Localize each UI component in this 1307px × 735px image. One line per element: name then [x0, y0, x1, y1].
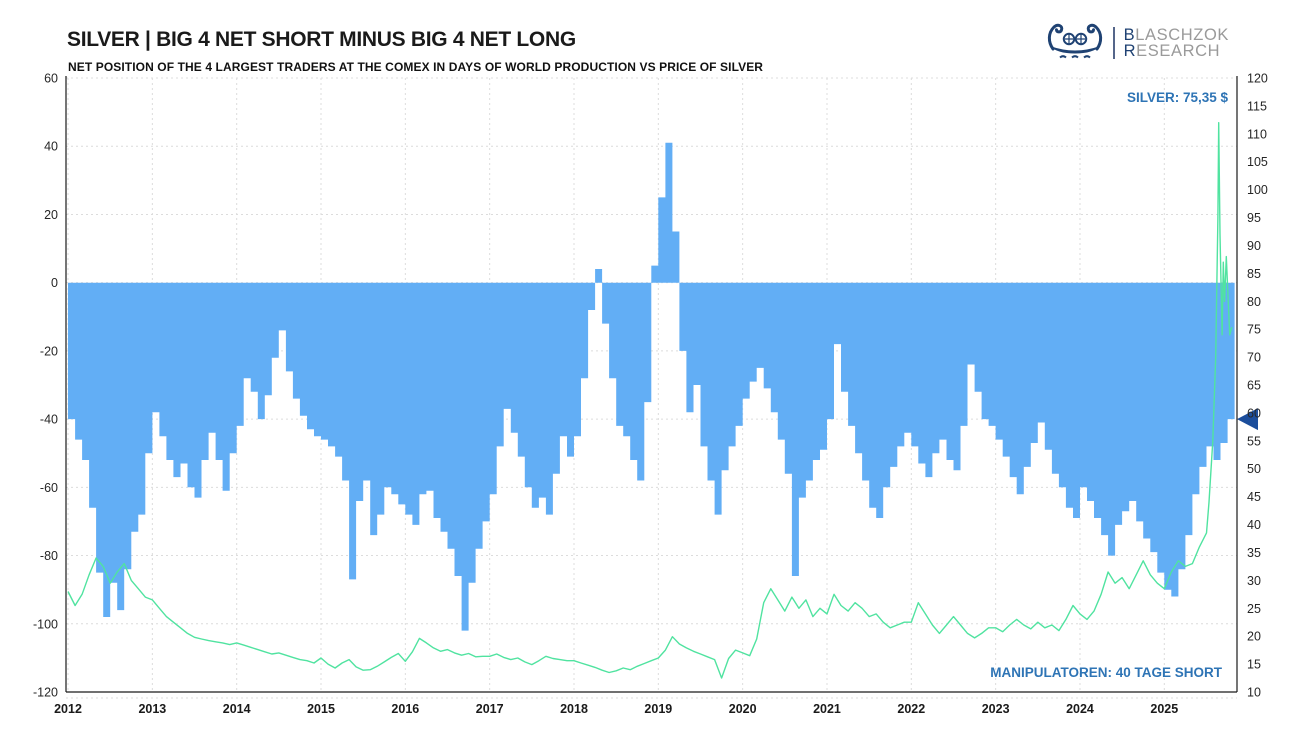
manipulators-annotation: MANIPULATOREN: 40 TAGE SHORT — [990, 665, 1222, 680]
svg-text:-80: -80 — [40, 549, 58, 563]
svg-text:2019: 2019 — [644, 702, 672, 716]
svg-text:25: 25 — [1247, 602, 1261, 616]
logo-letter-r: R — [1123, 41, 1137, 60]
svg-text:2022: 2022 — [897, 702, 925, 716]
svg-text:115: 115 — [1247, 99, 1267, 113]
left-axis-tick-labels: 60 40 20 0 -20 -40 -60 -80 -100 -120 — [33, 72, 58, 700]
svg-text:30: 30 — [1247, 574, 1261, 588]
svg-text:45: 45 — [1247, 490, 1261, 504]
viking-ship-logo-icon — [1046, 20, 1104, 65]
svg-text:120: 120 — [1247, 72, 1268, 86]
svg-text:2025: 2025 — [1150, 702, 1178, 716]
svg-text:85: 85 — [1247, 267, 1261, 281]
svg-text:70: 70 — [1247, 351, 1261, 365]
svg-text:15: 15 — [1247, 658, 1261, 672]
logo-wordmark: BLASCHZOK RESEARCH — [1123, 25, 1229, 60]
logo-divider — [1112, 26, 1115, 59]
svg-text:2013: 2013 — [138, 702, 166, 716]
svg-text:40: 40 — [44, 140, 58, 154]
svg-text:-100: -100 — [33, 617, 58, 631]
svg-text:100: 100 — [1247, 183, 1268, 197]
svg-text:95: 95 — [1247, 211, 1261, 225]
svg-text:2017: 2017 — [476, 702, 504, 716]
svg-text:60: 60 — [44, 72, 58, 86]
svg-text:65: 65 — [1247, 379, 1261, 393]
blaschzok-research-logo: BLASCHZOK RESEARCH — [1046, 20, 1229, 65]
svg-text:40: 40 — [1247, 518, 1261, 532]
svg-text:2020: 2020 — [729, 702, 757, 716]
svg-text:35: 35 — [1247, 546, 1261, 560]
svg-text:-20: -20 — [40, 344, 58, 358]
svg-text:-60: -60 — [40, 481, 58, 495]
silver-price-annotation: SILVER: 75,35 $ — [1126, 90, 1228, 105]
svg-text:90: 90 — [1247, 239, 1261, 253]
svg-text:2014: 2014 — [223, 702, 251, 716]
svg-text:2012: 2012 — [54, 702, 82, 716]
svg-text:2018: 2018 — [560, 702, 588, 716]
svg-text:20: 20 — [44, 208, 58, 222]
svg-text:2024: 2024 — [1066, 702, 1094, 716]
svg-text:2015: 2015 — [307, 702, 335, 716]
page-title: SILVER | BIG 4 NET SHORT MINUS BIG 4 NET… — [67, 28, 576, 51]
x-axis-year-labels: 2012 2013 2014 2015 2016 2017 2018 2019 2020 2021… — [54, 702, 1178, 716]
svg-text:20: 20 — [1247, 630, 1261, 644]
svg-text:55: 55 — [1247, 434, 1261, 448]
silver-price-line — [67, 122, 1233, 679]
svg-text:0: 0 — [51, 276, 58, 290]
svg-text:110: 110 — [1247, 127, 1267, 141]
svg-text:105: 105 — [1247, 155, 1268, 169]
svg-text:80: 80 — [1247, 295, 1261, 309]
svg-text:2016: 2016 — [391, 702, 419, 716]
big4-net-position-area — [68, 142, 1235, 631]
svg-text:50: 50 — [1247, 462, 1261, 476]
svg-text:2023: 2023 — [982, 702, 1010, 716]
svg-text:2021: 2021 — [813, 702, 841, 716]
svg-text:10: 10 — [1247, 686, 1261, 700]
svg-text:-40: -40 — [40, 413, 58, 427]
grid-lines — [66, 77, 1237, 699]
logo-letter-b: B — [1123, 25, 1136, 44]
svg-text:-120: -120 — [33, 686, 58, 700]
current-value-marker — [1237, 408, 1258, 431]
svg-text:75: 75 — [1247, 323, 1261, 337]
svg-text:60: 60 — [1247, 406, 1261, 420]
plot-borders — [65, 76, 1238, 693]
right-axis-tick-labels: 120 115 110 105 100 95 90 85 80 75 70 65 60 55 50 45 40 3… — [1247, 72, 1268, 700]
chart-subtitle: NET POSITION OF THE 4 LARGEST TRADERS AT… — [68, 60, 764, 74]
